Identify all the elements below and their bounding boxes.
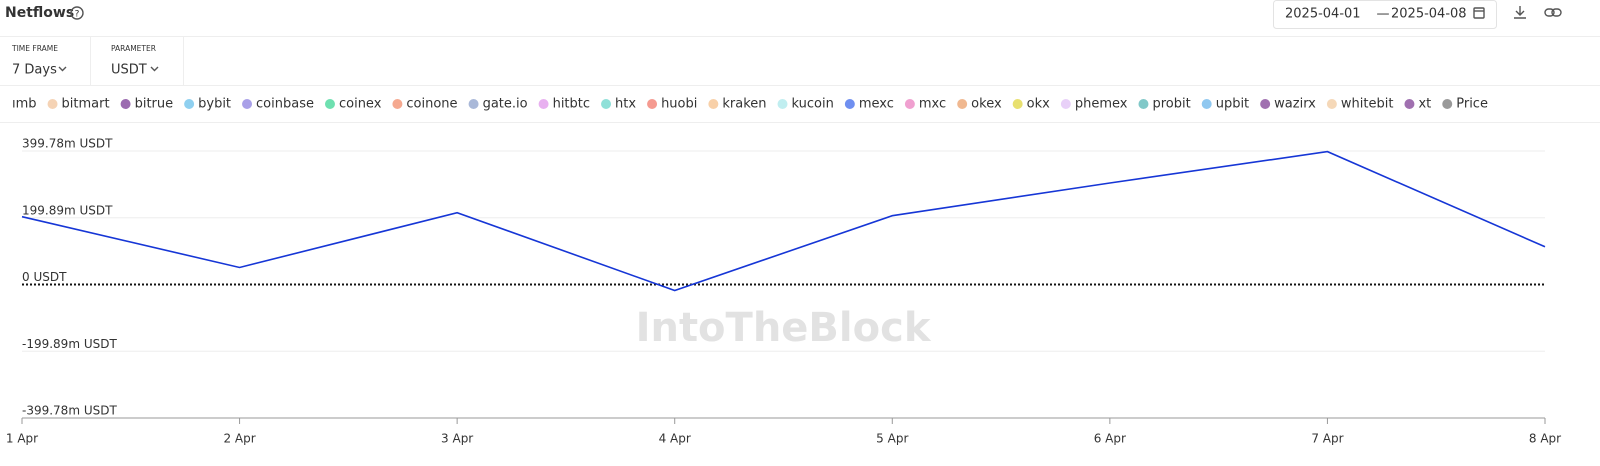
page-title: Netflows: [5, 5, 74, 21]
legend-label[interactable]: hitbtc: [553, 97, 590, 112]
legend-label[interactable]: kucoin: [792, 97, 834, 112]
legend-label[interactable]: mexc: [859, 97, 894, 112]
legend-swatch: [1260, 99, 1271, 109]
x-tick-label: 1 Apr: [6, 432, 38, 446]
legend-swatch: [708, 99, 719, 109]
legend-label[interactable]: phemex: [1075, 97, 1128, 112]
date-from[interactable]: 2025-04-01: [1285, 7, 1361, 22]
legend-swatch: [242, 99, 253, 109]
legend-label[interactable]: kraken: [722, 97, 766, 112]
legend-label[interactable]: whitebit: [1341, 97, 1394, 112]
date-range[interactable]: [1273, 0, 1497, 29]
legend-swatch: [844, 99, 855, 109]
legend-label[interactable]: gate.io: [483, 97, 528, 112]
svg-text:?: ?: [75, 10, 80, 20]
chevron: [58, 66, 67, 72]
legend-swatch: [957, 99, 968, 109]
calendar-icon[interactable]: [1473, 7, 1485, 19]
x-tick-label: 5 Apr: [876, 432, 908, 446]
legend-label[interactable]: probit: [1152, 97, 1190, 112]
date-to[interactable]: 2025-04-08: [1391, 7, 1467, 22]
legend-swatch: [1404, 99, 1415, 109]
legend-label[interactable]: bybit: [198, 97, 231, 112]
x-tick-label: 8 Apr: [1529, 432, 1561, 446]
watermark: IntoTheBlock: [636, 305, 932, 351]
date-separator: —: [1377, 7, 1390, 22]
y-tick-label: 399.78m USDT: [22, 137, 113, 151]
legend-label[interactable]: ımb: [12, 97, 37, 112]
y-tick-label: 199.89m USDT: [22, 203, 113, 217]
legend-label[interactable]: okex: [971, 97, 1002, 112]
legend-swatch: [47, 99, 58, 109]
legend-label[interactable]: xt: [1418, 97, 1431, 112]
link-icon[interactable]: [1544, 8, 1562, 17]
legend-swatch: [601, 99, 612, 109]
legend-label[interactable]: mxc: [919, 97, 946, 112]
legend-label[interactable]: okx: [1027, 97, 1050, 112]
legend-swatch: [904, 99, 915, 109]
legend-label[interactable]: bitrue: [135, 97, 174, 112]
help-icon[interactable]: ?: [70, 6, 84, 20]
legend-swatch: [1201, 99, 1212, 109]
legend-label[interactable]: bitmart: [62, 97, 110, 112]
legend-swatch: [1326, 99, 1337, 109]
control-value[interactable]: USDT: [111, 63, 147, 78]
legend-label[interactable]: huobi: [661, 97, 697, 112]
legend-label[interactable]: upbit: [1216, 97, 1249, 112]
series-line: [21, 150, 1546, 292]
legend-swatch: [538, 99, 549, 109]
chevron: [150, 66, 159, 72]
legend-label[interactable]: coinone: [406, 97, 457, 112]
y-tick-label: 0 USDT: [22, 270, 67, 284]
control-label: PARAMETER: [111, 44, 156, 53]
legend-swatch: [1138, 99, 1149, 109]
legend-swatch: [120, 99, 131, 109]
x-tick-label: 6 Apr: [1094, 432, 1126, 446]
legend-label[interactable]: coinbase: [256, 97, 314, 112]
x-tick-label: 4 Apr: [659, 432, 691, 446]
legend-swatch: [324, 99, 335, 109]
x-tick-label: 3 Apr: [441, 432, 473, 446]
legend-swatch: [1442, 99, 1453, 109]
legend-swatch: [777, 99, 788, 109]
legend-label[interactable]: coinex: [339, 97, 382, 112]
y-tick-label: -399.78m USDT: [22, 404, 117, 418]
legend-swatch: [392, 99, 403, 109]
control-label: TIME FRAME: [11, 44, 58, 53]
legend-swatch: [1012, 99, 1023, 109]
legend-swatch: [647, 99, 658, 109]
x-tick-label: 2 Apr: [223, 432, 255, 446]
legend-swatch: [184, 99, 195, 109]
legend-label[interactable]: Price: [1456, 97, 1488, 112]
legend-swatch: [468, 99, 479, 109]
x-tick-label: 7 Apr: [1311, 432, 1343, 446]
legend-swatch: [1060, 99, 1071, 109]
download-icon[interactable]: [1514, 6, 1526, 19]
legend-label[interactable]: wazirx: [1274, 97, 1316, 112]
legend-label[interactable]: htx: [615, 97, 636, 112]
y-tick-label: -199.89m USDT: [22, 337, 117, 351]
control-value[interactable]: 7 Days: [12, 63, 57, 78]
